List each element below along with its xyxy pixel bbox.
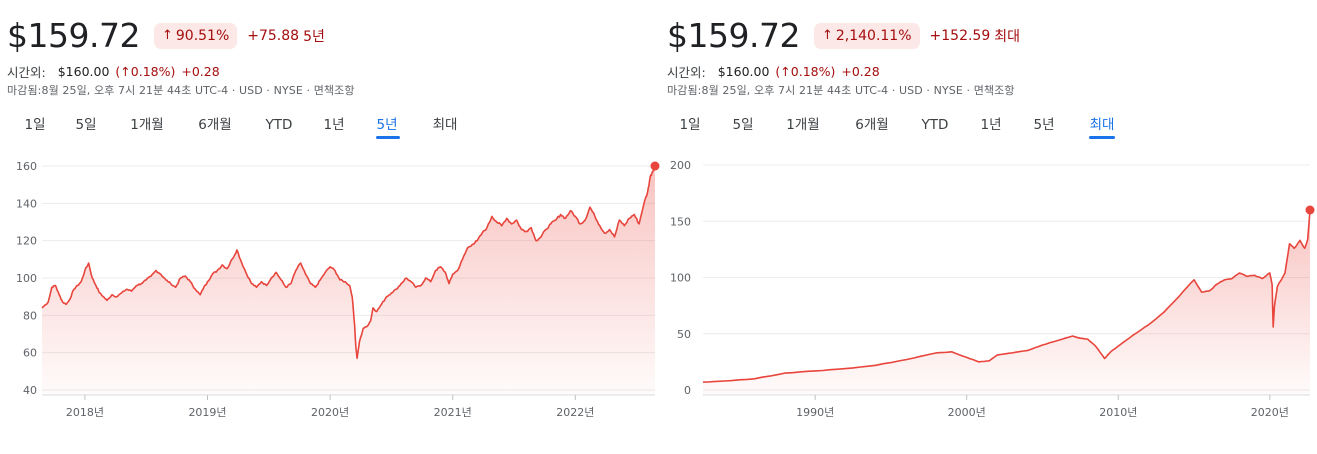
stock-panel-max: $159.72 ↑ 2,140.11% +152.59 최대 시간외: $160… (660, 0, 1317, 454)
after-hours-change: +0.28 (181, 64, 220, 79)
x-tick-label: 1990년 (796, 406, 834, 419)
after-hours-price: $160.00 (717, 64, 770, 79)
tab-max[interactable]: 최대 (432, 117, 458, 133)
percent-change: 2,140.11% (835, 28, 912, 44)
active-tab-indicator (1089, 136, 1115, 139)
tab-1m[interactable]: 1개월 (786, 117, 820, 133)
after-hours-percent: (↑0.18%) (775, 64, 836, 79)
after-hours-label: 시간외: (667, 65, 706, 80)
tab-max[interactable]: 최대 (1089, 117, 1115, 133)
y-tick-label: 140 (16, 197, 37, 210)
price-row: $159.72 ↑ 90.51% +75.88 5년 (7, 16, 325, 56)
y-tick-label: 100 (16, 272, 37, 285)
x-tick-label: 2019년 (188, 406, 226, 419)
tab-6m[interactable]: 6개월 (198, 117, 232, 133)
y-tick-label: 100 (670, 272, 691, 285)
tab-1y[interactable]: 1년 (323, 117, 345, 133)
y-tick-label: 120 (16, 235, 37, 248)
arrow-up-icon: ↑ (161, 28, 173, 43)
price-row: $159.72 ↑ 2,140.11% +152.59 최대 (667, 16, 1020, 56)
after-hours-label: 시간외: (7, 65, 46, 80)
x-tick-label: 2021년 (434, 406, 472, 419)
arrow-up-icon: ↑ (821, 28, 833, 43)
stock-panel-5y: $159.72 ↑ 90.51% +75.88 5년 시간외: $160.00 … (0, 0, 660, 454)
y-tick-label: 50 (677, 328, 691, 341)
tab-1m[interactable]: 1개월 (130, 117, 164, 133)
percent-change-badge: ↑ 90.51% (153, 23, 238, 49)
tab-1d[interactable]: 1일 (24, 117, 46, 133)
current-price: $159.72 (7, 16, 140, 55)
y-tick-label: 60 (23, 347, 37, 360)
price-chart-5y[interactable]: 40 60 80 100 120 140 160 2018년 2019년 2020년 2021년 20… (0, 0, 660, 454)
absolute-change: +152.59 (929, 28, 991, 44)
close-info: 마감됨:8월 25일, 오후 7시 21분 44초 UTC-4 · USD · … (7, 84, 355, 97)
tab-ytd[interactable]: YTD (265, 117, 293, 133)
tab-5y[interactable]: 5년 (376, 117, 398, 133)
period-label: 최대 (994, 29, 1021, 45)
x-tick-label: 2010년 (1099, 406, 1137, 419)
percent-change: 90.51% (175, 28, 230, 44)
price-line (41, 165, 656, 360)
price-chart-max[interactable]: 0 50 100 150 200 1990년 2000년 2010년 2020년 (660, 0, 1317, 454)
price-area-fill (703, 210, 1310, 395)
price-area-fill (42, 166, 655, 395)
tab-1y[interactable]: 1년 (980, 117, 1002, 133)
y-tick-label: 0 (684, 384, 691, 397)
x-tick-label: 2018년 (66, 406, 104, 419)
absolute-change: +75.88 (247, 28, 300, 44)
after-hours-percent: (↑0.18%) (115, 64, 176, 79)
tab-5y[interactable]: 5년 (1033, 117, 1055, 133)
current-price: $159.72 (667, 16, 800, 55)
x-tick-label: 2020년 (311, 406, 349, 419)
tab-1d[interactable]: 1일 (679, 117, 701, 133)
price-line (702, 209, 1311, 383)
after-hours-row: 시간외: $160.00 (↑0.18%) +0.28 (667, 62, 880, 81)
x-tick-label: 2000년 (948, 406, 986, 419)
y-tick-label: 150 (670, 215, 691, 228)
tab-ytd[interactable]: YTD (921, 117, 949, 133)
y-tick-label: 200 (670, 159, 691, 172)
x-tick-label: 2022년 (556, 406, 594, 419)
x-tick-label: 2020년 (1251, 406, 1289, 419)
tab-6m[interactable]: 6개월 (855, 117, 889, 133)
active-tab-indicator (376, 136, 400, 139)
tab-5d[interactable]: 5일 (732, 117, 754, 133)
tab-5d[interactable]: 5일 (75, 117, 97, 133)
latest-price-dot (650, 161, 660, 171)
latest-price-dot (1305, 205, 1315, 215)
after-hours-change: +0.28 (841, 64, 880, 79)
period-label: 5년 (303, 29, 325, 45)
after-hours-price: $160.00 (57, 64, 110, 79)
after-hours-row: 시간외: $160.00 (↑0.18%) +0.28 (7, 62, 220, 81)
y-tick-label: 40 (23, 384, 37, 397)
y-tick-label: 80 (23, 309, 37, 322)
y-tick-label: 160 (16, 160, 37, 173)
percent-change-badge: ↑ 2,140.11% (813, 23, 920, 49)
close-info: 마감됨:8월 25일, 오후 7시 21분 44초 UTC-4 · USD · … (667, 84, 1015, 97)
